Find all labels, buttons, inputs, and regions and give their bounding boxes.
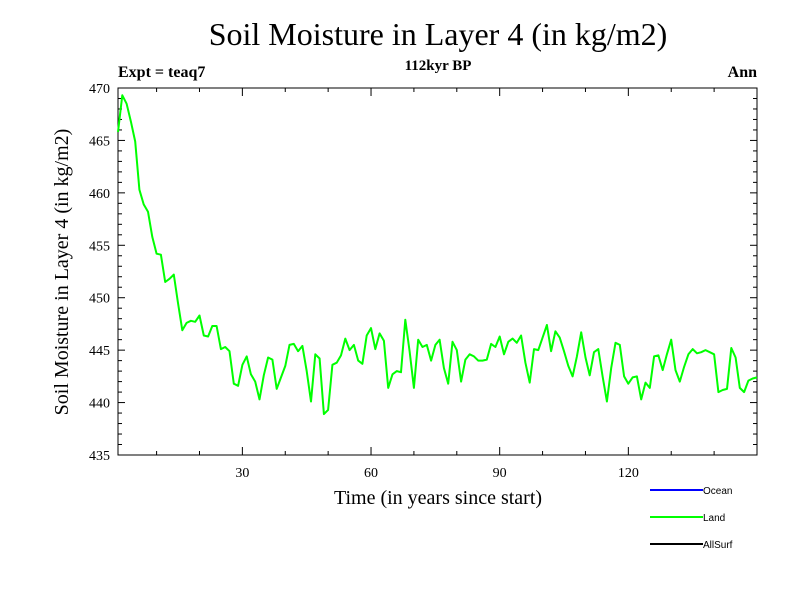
x-tick-label: 120 bbox=[618, 466, 639, 481]
chart-subtitle: 112kyr BP bbox=[405, 58, 472, 74]
x-axis-ticks: 30 60 90 120 bbox=[156, 88, 715, 481]
y-tick-label: 470 bbox=[89, 82, 110, 97]
y-tick-label: 445 bbox=[89, 344, 110, 359]
legend-label-ocean: Ocean bbox=[703, 486, 732, 497]
y-tick-label: 455 bbox=[89, 239, 110, 254]
y-tick-label: 465 bbox=[89, 134, 110, 149]
y-tick-label: 435 bbox=[89, 449, 110, 464]
legend-label-allsurf: AllSurf bbox=[703, 540, 733, 551]
x-tick-label: 30 bbox=[235, 466, 249, 481]
series-line-land bbox=[117, 94, 758, 416]
legend-label-land: Land bbox=[703, 513, 725, 524]
y-tick-label: 440 bbox=[89, 397, 110, 412]
season-label: Ann bbox=[728, 64, 757, 81]
x-tick-label: 60 bbox=[364, 466, 378, 481]
series-group bbox=[117, 94, 758, 416]
x-tick-label: 90 bbox=[493, 466, 507, 481]
y-tick-label: 460 bbox=[89, 187, 110, 202]
y-axis-ticks: 435 440 445 450 455 460 465 470 bbox=[89, 82, 757, 464]
y-axis-label: Soil Moisture in Layer 4 (in kg/m2) bbox=[51, 129, 73, 416]
plot-frame bbox=[117, 87, 758, 456]
y-tick-label: 450 bbox=[89, 292, 110, 307]
legend: Ocean Land AllSurf bbox=[650, 486, 733, 551]
chart-title: Soil Moisture in Layer 4 (in kg/m2) bbox=[209, 16, 668, 52]
experiment-label: Expt = teaq7 bbox=[118, 64, 205, 81]
x-axis-label: Time (in years since start) bbox=[334, 487, 542, 509]
